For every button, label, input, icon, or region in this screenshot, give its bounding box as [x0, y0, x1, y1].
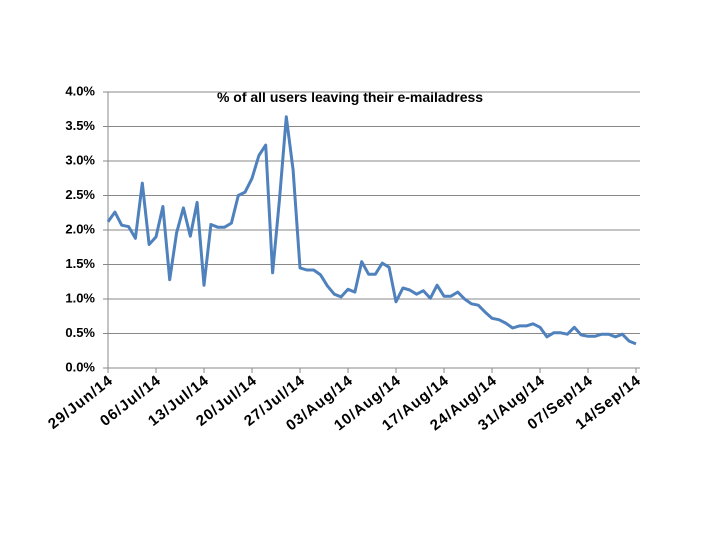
- y-tick-label: 0.0%: [65, 359, 95, 374]
- y-tick-label: 1.0%: [65, 290, 95, 305]
- y-tick-label: 3.5%: [65, 118, 95, 133]
- y-tick-label: 2.5%: [65, 187, 95, 202]
- y-tick-label: 2.0%: [65, 221, 95, 236]
- y-tick-label: 1.5%: [65, 256, 95, 271]
- y-tick-label: 0.5%: [65, 325, 95, 340]
- chart-title: % of all users leaving their e-mailadres…: [217, 89, 483, 105]
- y-tick-label: 4.0%: [65, 83, 95, 98]
- y-tick-label: 3.0%: [65, 152, 95, 167]
- data-line: [106, 115, 637, 346]
